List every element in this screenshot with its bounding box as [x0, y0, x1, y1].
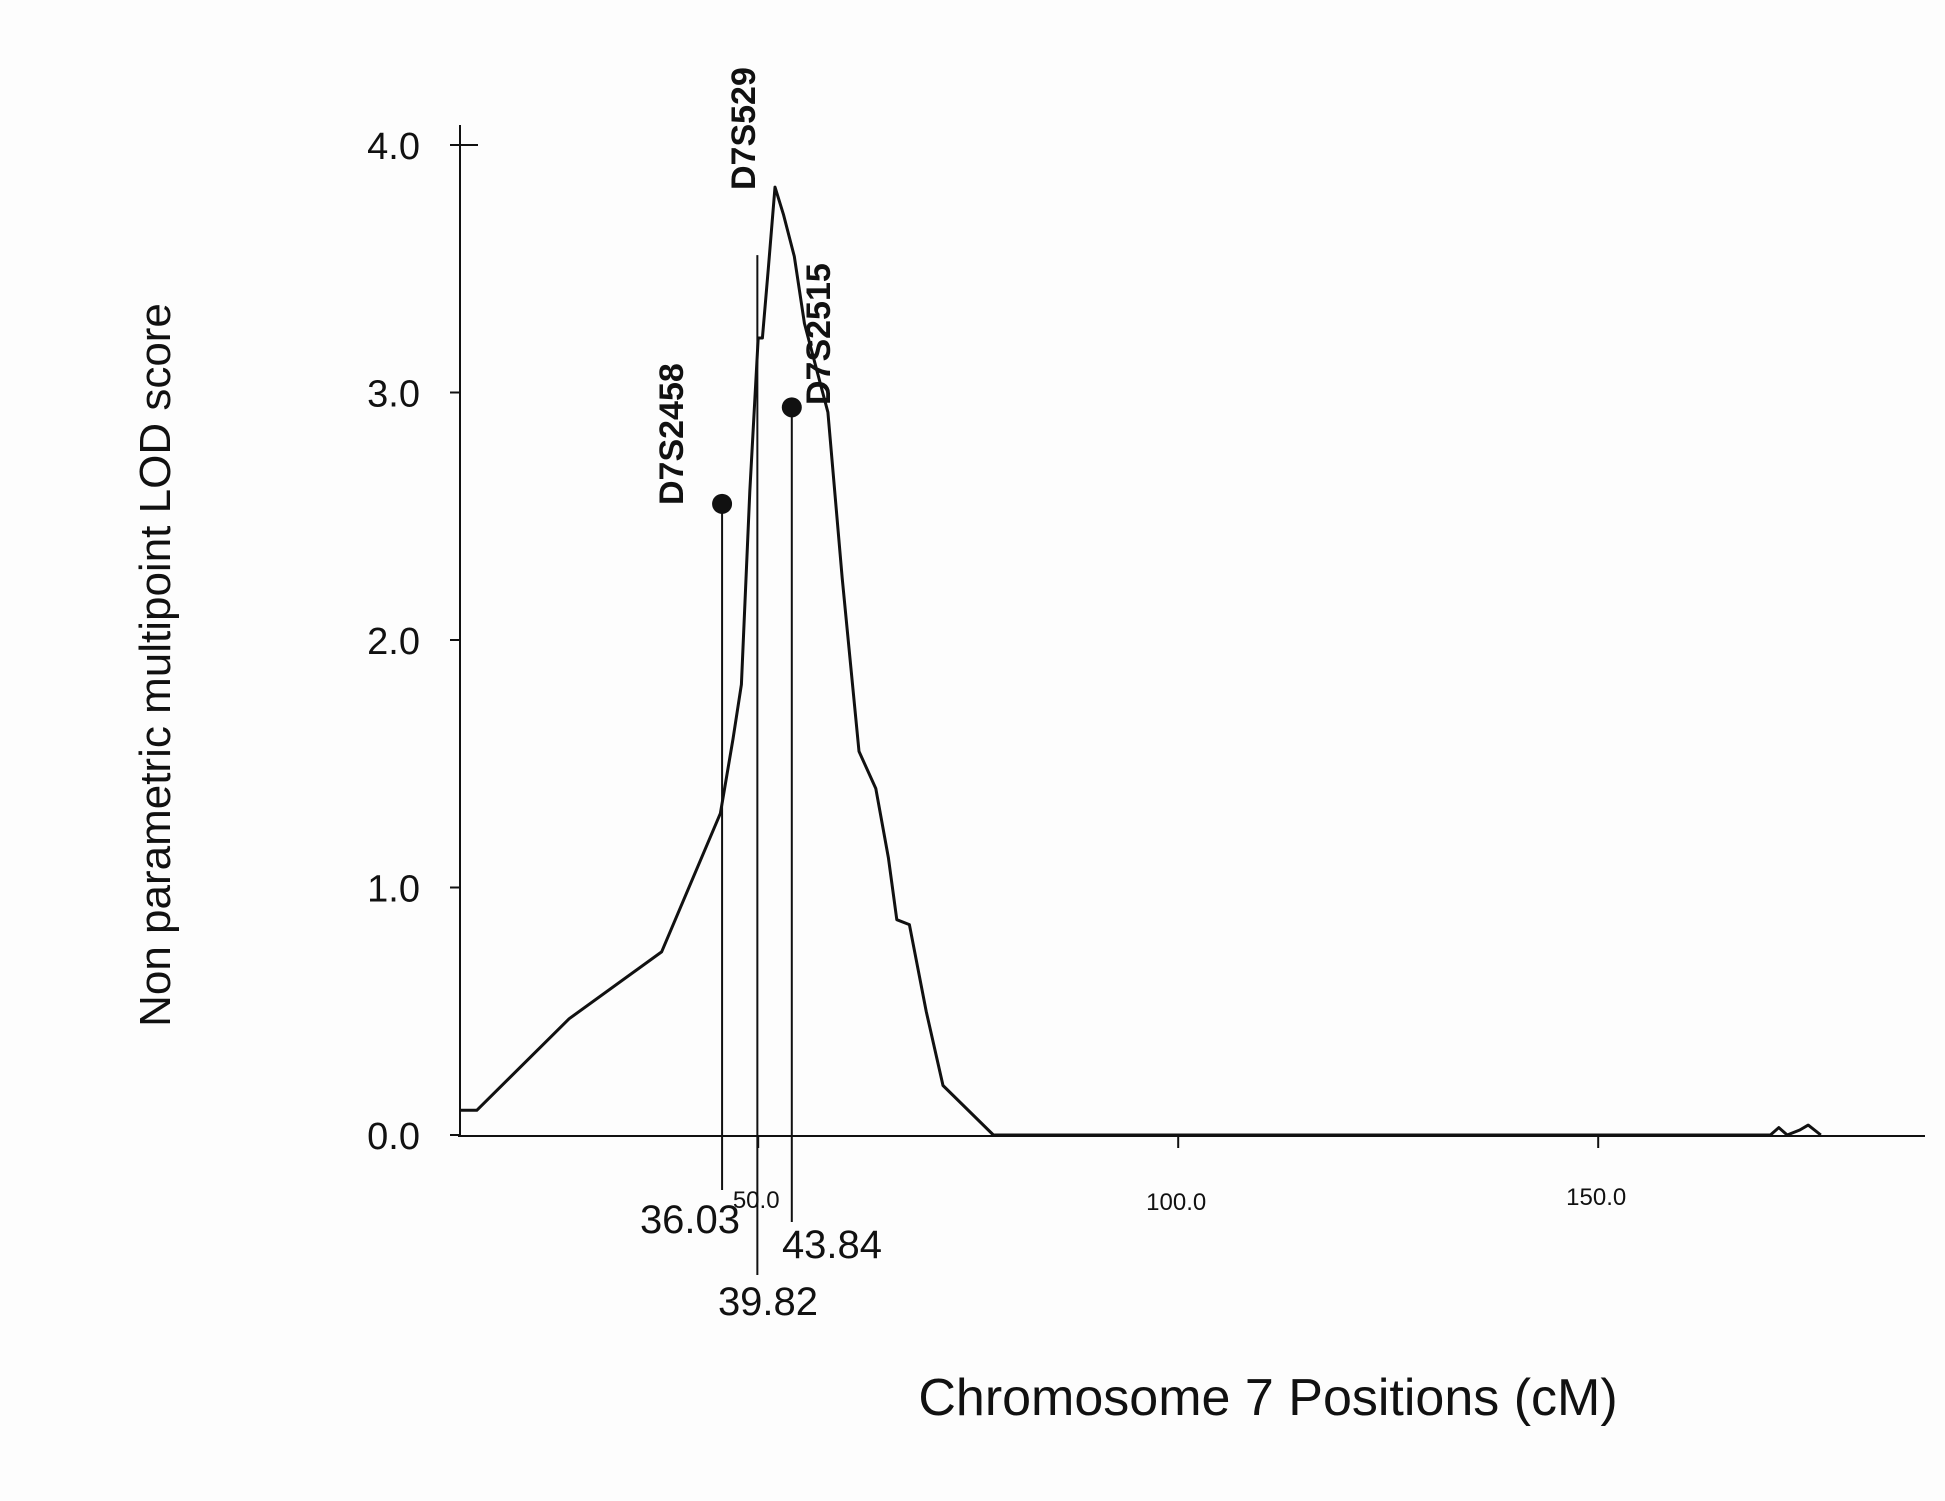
marker-dot — [781, 397, 802, 418]
marker-name-label: D7S2458 — [653, 363, 691, 505]
axis-ticks: 0.0 1.0 2.0 3.0 4.0 50.0 100.0 150.0 — [367, 126, 1626, 1216]
x-axis-label: Chromosome 7 Positions (cM) — [918, 1369, 1617, 1427]
x-tick-label: 150.0 — [1566, 1184, 1626, 1211]
axes — [458, 125, 1925, 1137]
y-tick-label: 1.0 — [367, 869, 420, 911]
x-tick-label: 50.0 — [733, 1187, 780, 1214]
marker-position-label: 43.84 — [782, 1223, 882, 1267]
lod-curve — [460, 185, 1822, 1137]
y-tick-label: 4.0 — [367, 126, 420, 168]
y-axis-label: Non parametric multipoint LOD score — [131, 303, 180, 1027]
marker-position-label: 36.03 — [640, 1198, 740, 1242]
markers: D7S2458 36.03 D7S529 39.82 D7S2515 43.84 — [640, 67, 882, 1324]
marker-name-label: D7S529 — [725, 67, 763, 190]
marker-name-label: D7S2515 — [800, 263, 838, 405]
y-tick-label: 3.0 — [367, 374, 420, 416]
y-tick-label: 0.0 — [367, 1116, 420, 1158]
x-tick-label: 100.0 — [1146, 1189, 1206, 1216]
plot-area — [460, 185, 1822, 1137]
marker-position-label: 39.82 — [718, 1280, 818, 1324]
y-tick-label: 2.0 — [367, 621, 420, 663]
marker-dot — [712, 493, 733, 514]
